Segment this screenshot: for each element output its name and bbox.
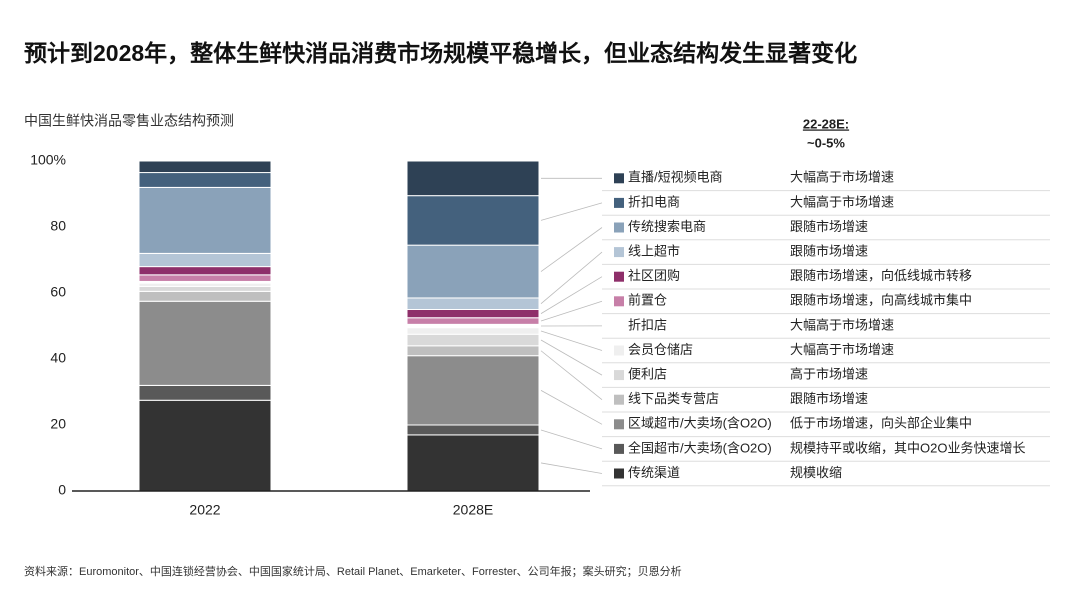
- connector: [540, 276, 603, 314]
- legend-swatch: [614, 394, 624, 405]
- legend-swatch: [614, 370, 624, 381]
- bar-segment: [406, 345, 540, 357]
- bar-segment: [138, 252, 272, 268]
- bar-segment: [406, 317, 540, 325]
- legend-label: 直播/短视频电商: [628, 170, 723, 185]
- x-tick-label: 2028E: [453, 502, 493, 518]
- connector: [540, 462, 603, 474]
- y-tick-label: 0: [58, 482, 66, 498]
- legend-description: 大幅高于市场增速: [790, 342, 894, 357]
- connector: [540, 251, 603, 305]
- bar-segment: [406, 160, 540, 197]
- legend-swatch: [614, 222, 624, 233]
- legend-description: 规模收缩: [790, 465, 842, 480]
- connector: [540, 429, 603, 450]
- bar-segment: [138, 172, 272, 188]
- growth-header: 22-28E:: [803, 116, 849, 131]
- bar-segment: [406, 424, 540, 436]
- legend-swatch: [614, 247, 624, 258]
- connector: [540, 350, 603, 401]
- legend-swatch: [614, 419, 624, 430]
- bar-segment: [138, 290, 272, 302]
- bar-segment: [406, 333, 540, 347]
- x-tick-label: 2022: [189, 502, 220, 518]
- legend-label: 便利店: [628, 367, 667, 382]
- connector: [540, 202, 603, 221]
- bar-segment: [138, 285, 272, 292]
- y-tick-label: 20: [50, 416, 66, 432]
- growth-value: ~0-5%: [807, 135, 845, 150]
- connector: [540, 390, 603, 425]
- legend-label: 区域超市/大卖场(含O2O): [628, 416, 772, 431]
- bar-segment: [138, 300, 272, 386]
- legend-description: 低于市场增速，向头部企业集中: [790, 416, 972, 431]
- legend-swatch: [614, 271, 624, 282]
- bar-segment: [138, 186, 272, 254]
- legend-description: 大幅高于市场增速: [790, 194, 894, 209]
- legend-description: 规模持平或收缩，其中O2O业务快速增长: [790, 440, 1025, 455]
- bar-segment: [406, 195, 540, 246]
- connector: [540, 300, 603, 322]
- legend-swatch: [614, 197, 624, 208]
- connector: [540, 330, 603, 351]
- legend-description: 跟随市场增速，向低线城市转移: [790, 268, 972, 283]
- y-tick-label: 60: [50, 284, 66, 300]
- chart-subtitle: 中国生鲜快消品零售业态结构预测: [24, 113, 234, 129]
- bar-segment: [138, 384, 272, 401]
- bar-segment: [406, 244, 540, 299]
- bar-segment: [138, 399, 272, 492]
- connector: [540, 339, 603, 376]
- legend-label: 传统渠道: [628, 465, 680, 480]
- bar-segment: [138, 274, 272, 282]
- legend-label: 会员仓储店: [628, 342, 693, 357]
- legend-label: 线上超市: [628, 244, 680, 259]
- legend-swatch: [614, 296, 624, 307]
- bar-segment: [406, 355, 540, 426]
- legend-label: 前置仓: [628, 293, 667, 308]
- legend-description: 跟随市场增速，向高线城市集中: [790, 293, 972, 308]
- legend-description: 跟随市场增速: [790, 244, 868, 259]
- legend-label: 社区团购: [628, 268, 680, 283]
- legend-label: 全国超市/大卖场(含O2O): [628, 440, 772, 455]
- legend-label: 折扣店: [628, 317, 667, 332]
- source-note: 资料来源：Euromonitor、中国连锁经营协会、中国国家统计局、Retail…: [24, 564, 682, 578]
- legend-label: 传统搜索电商: [628, 219, 706, 234]
- legend-description: 大幅高于市场增速: [790, 170, 894, 185]
- y-tick-label: 40: [50, 350, 66, 366]
- legend-swatch: [614, 173, 624, 184]
- legend-swatch: [614, 320, 624, 331]
- chart-title: 预计到2028年，整体生鲜快消品消费市场规模平稳增长，但业态结构发生显著变化: [24, 40, 857, 66]
- bar-segment: [138, 160, 272, 174]
- legend-swatch: [614, 345, 624, 356]
- bar-segment: [406, 434, 540, 492]
- y-tick-label: 80: [50, 218, 66, 234]
- legend-label: 折扣电商: [628, 194, 680, 209]
- legend-description: 跟随市场增速: [790, 219, 868, 234]
- y-tick-label: 100%: [30, 152, 66, 168]
- legend-description: 高于市场增速: [790, 367, 868, 382]
- legend-description: 跟随市场增速: [790, 391, 868, 406]
- legend-description: 大幅高于市场增速: [790, 317, 894, 332]
- bar-segment: [406, 309, 540, 319]
- legend-swatch: [614, 443, 624, 454]
- bar-segment: [406, 327, 540, 335]
- connector: [540, 227, 603, 272]
- legend-swatch: [614, 468, 624, 479]
- bar-segment: [138, 266, 272, 276]
- legend-label: 线下品类专营店: [628, 391, 719, 406]
- bar-segment: [406, 297, 540, 311]
